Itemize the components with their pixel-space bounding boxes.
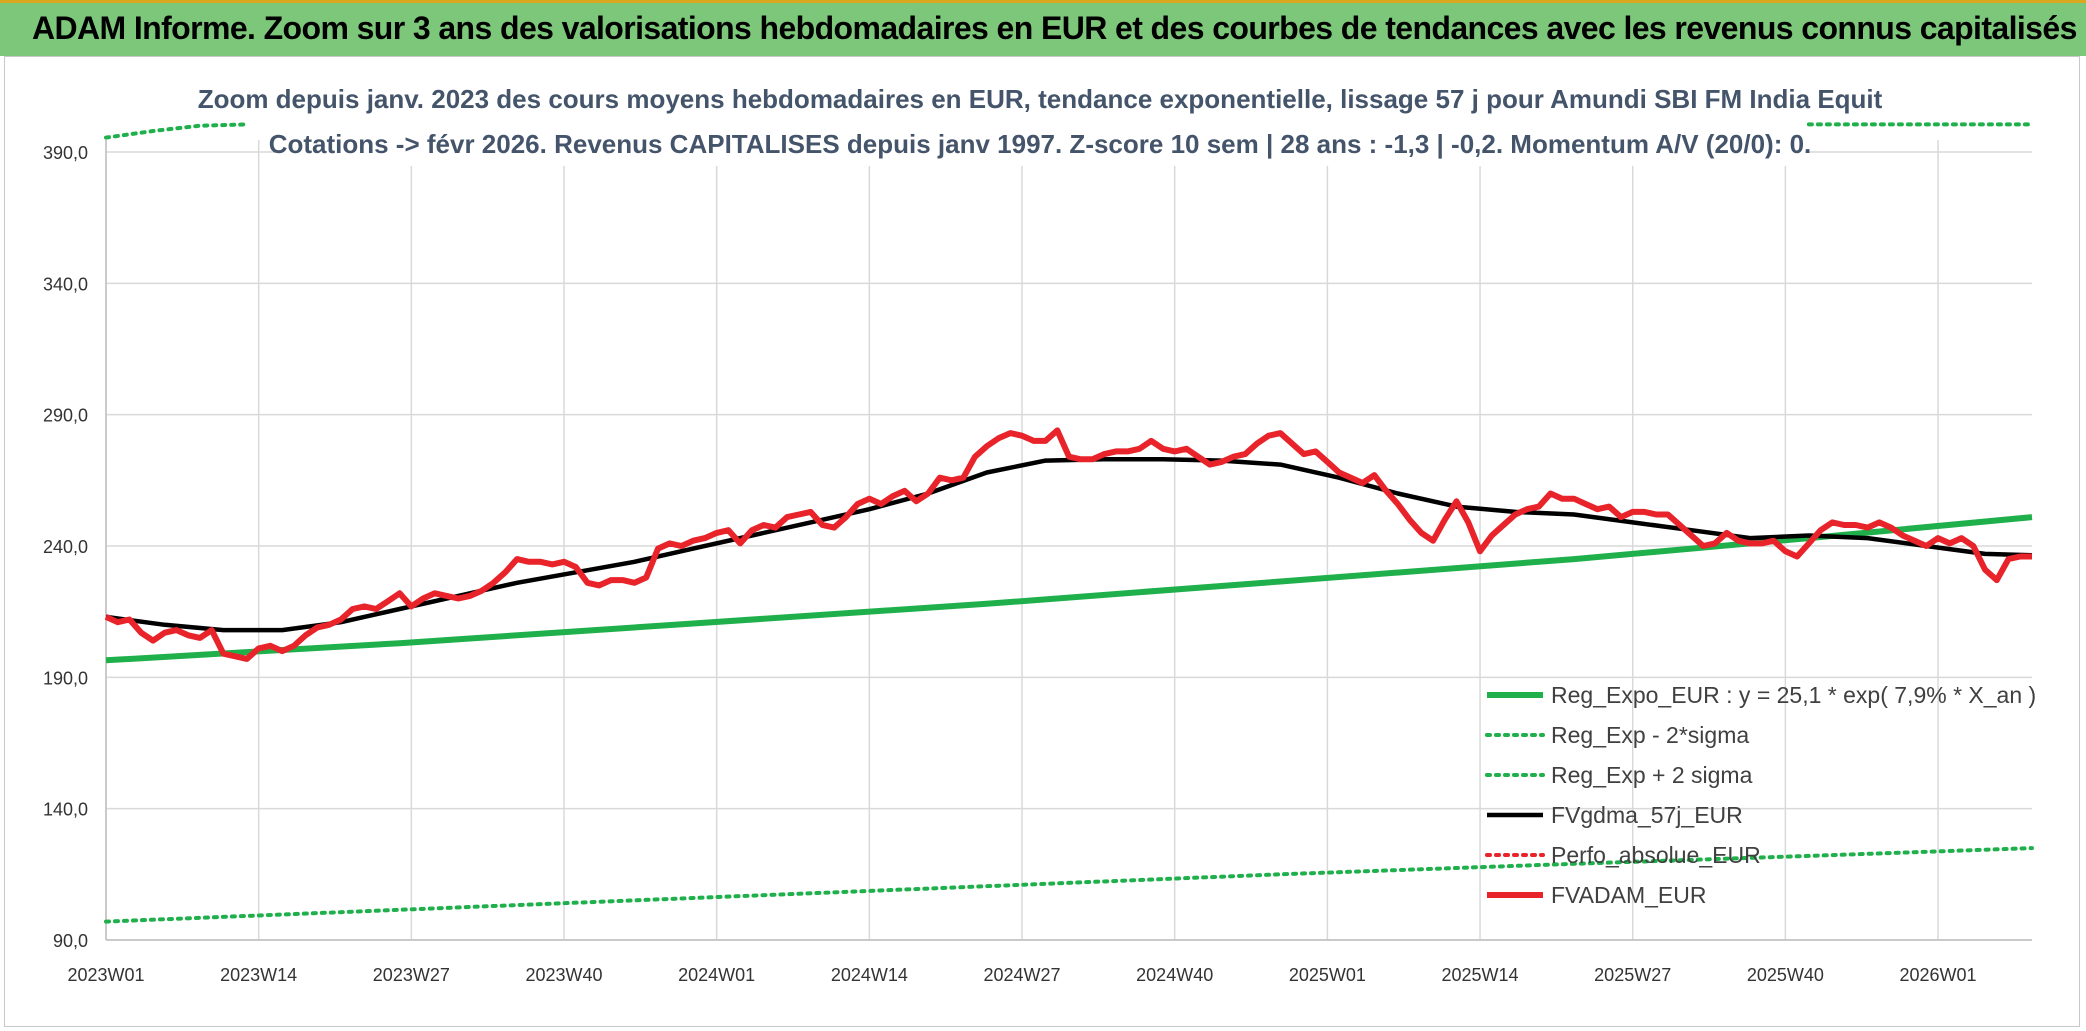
series-line-fvadam-eur	[104, 427, 2032, 662]
y-tick-label: 340,0	[43, 274, 88, 294]
legend-label: Reg_Exp + 2 sigma	[1551, 762, 1753, 788]
x-tick-label: 2025W40	[1747, 965, 1824, 985]
chart-title-block: Zoom depuis janv. 2023 des cours moyens …	[198, 80, 1883, 166]
x-tick-label: 2023W27	[373, 965, 450, 985]
x-tick-label: 2025W27	[1594, 965, 1671, 985]
x-tick-label: 2024W27	[983, 965, 1060, 985]
report-banner: ADAM Informe. Zoom sur 3 ans des valoris…	[0, 0, 2086, 56]
series-line-reg-exp	[104, 122, 249, 140]
chart-subtitle: Cotations -> févr 2026. Revenus CAPITALI…	[269, 129, 1812, 159]
legend-label: Perfo_absolue_EUR	[1551, 842, 1761, 868]
title-background	[275, 80, 1805, 166]
series-line-reg-exp	[104, 846, 2034, 924]
legend-label: FVgdma_57j_EUR	[1551, 802, 1743, 828]
y-tick-label: 90,0	[53, 931, 88, 951]
x-tick-label: 2026W01	[1900, 965, 1977, 985]
y-tick-label: 190,0	[43, 668, 88, 688]
legend-label: Reg_Exp - 2*sigma	[1551, 722, 1749, 748]
x-tick-label: 2023W01	[67, 965, 144, 985]
series-layer	[104, 122, 2034, 924]
legend-label: Reg_Expo_EUR : y = 25,1 * exp( 7,9% * X_…	[1551, 682, 2036, 708]
y-tick-label: 240,0	[43, 537, 88, 557]
y-tick-label: 390,0	[43, 143, 88, 163]
axis-labels: 90,0 140,0 190,0 240,0 290,0 340,0 390,0 2023W0…	[43, 143, 1977, 985]
x-tick-label: 2024W01	[678, 965, 755, 985]
x-tick-label: 2025W14	[1442, 965, 1519, 985]
legend-label: FVADAM_EUR	[1551, 882, 1707, 908]
x-tick-label: 2025W01	[1289, 965, 1366, 985]
x-tick-label: 2023W40	[525, 965, 602, 985]
y-tick-label: 140,0	[43, 800, 88, 820]
x-tick-label: 2023W14	[220, 965, 297, 985]
report-title: ADAM Informe. Zoom sur 3 ans des valoris…	[32, 10, 2077, 46]
chart-title: Zoom depuis janv. 2023 des cours moyens …	[198, 84, 1883, 114]
legend: Reg_Expo_EUR : y = 25,1 * exp( 7,9% * X_…	[1485, 682, 2036, 908]
x-tick-label: 2024W40	[1136, 965, 1213, 985]
x-tick-label: 2024W14	[831, 965, 908, 985]
y-tick-label: 290,0	[43, 406, 88, 426]
chart-frame	[4, 56, 2080, 1027]
